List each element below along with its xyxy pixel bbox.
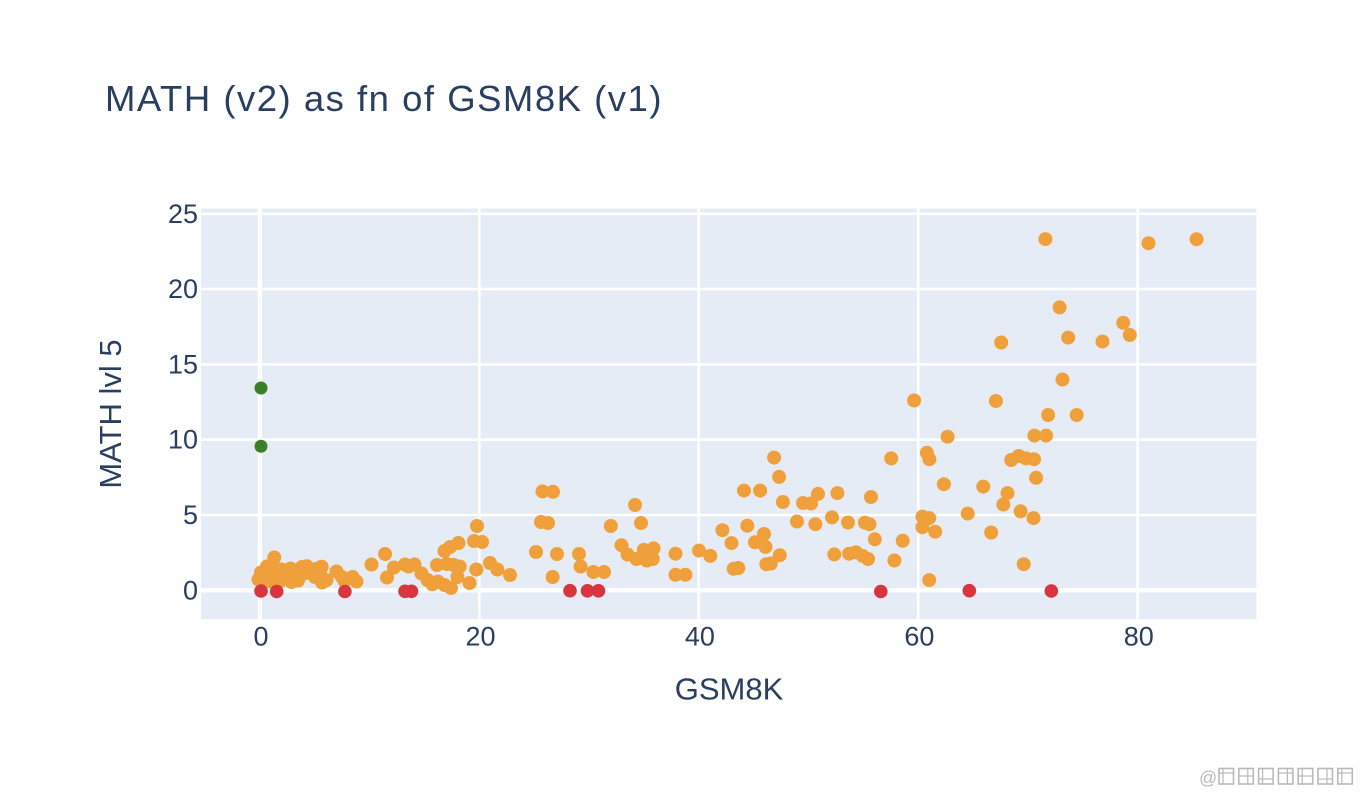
svg-text:5: 5 — [183, 500, 198, 530]
svg-text:20: 20 — [168, 274, 198, 304]
svg-text:80: 80 — [1124, 622, 1154, 652]
svg-text:40: 40 — [685, 622, 715, 652]
svg-text:MATH lvl 5: MATH lvl 5 — [93, 339, 128, 488]
svg-text:20: 20 — [465, 622, 495, 652]
svg-text:60: 60 — [904, 622, 934, 652]
svg-text:GSM8K: GSM8K — [675, 672, 784, 707]
svg-text:10: 10 — [168, 425, 198, 455]
svg-text:MATH (v2) as fn of GSM8K (v1): MATH (v2) as fn of GSM8K (v1) — [105, 78, 663, 119]
svg-text:25: 25 — [168, 199, 198, 229]
svg-text:@: @ — [1199, 768, 1217, 788]
svg-text:15: 15 — [168, 349, 198, 379]
svg-text:0: 0 — [253, 622, 268, 652]
svg-text:0: 0 — [183, 575, 198, 605]
